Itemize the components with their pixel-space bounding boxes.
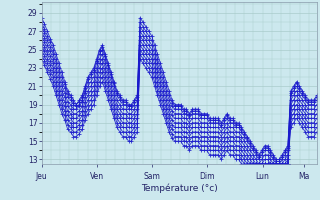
X-axis label: Température (°c): Température (°c) (141, 183, 218, 193)
